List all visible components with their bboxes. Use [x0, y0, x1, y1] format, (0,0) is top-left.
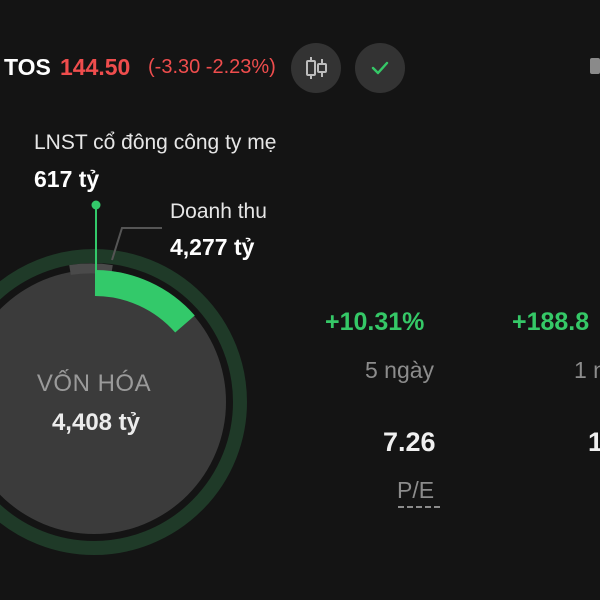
- market-cap-label: VỐN HÓA: [36, 370, 152, 397]
- change-5d-label: 5 ngày: [365, 357, 435, 383]
- check-icon: [371, 61, 389, 75]
- donut-inner-disc: [0, 270, 226, 534]
- pe-value: 7.26: [383, 427, 436, 457]
- market-cap-value: 4,408 tỷ: [51, 409, 141, 436]
- candlestick-chart-button[interactable]: [291, 43, 341, 93]
- overflow-edge-icon: [590, 58, 600, 74]
- stock-header: TOS 144.50 (-3.30 -2.23%): [0, 40, 600, 94]
- pe-underline: [398, 506, 440, 508]
- profit-connector-dot: [91, 200, 101, 210]
- revenue-arc: [69, 263, 113, 275]
- profit-label: LNST cổ đông công ty mẹ: [34, 131, 277, 154]
- candlestick-icon: [306, 57, 327, 79]
- change-1y-value: +188.8: [512, 308, 590, 336]
- ticker-symbol: TOS: [4, 54, 51, 80]
- profit-value: 617 tỷ: [34, 166, 100, 192]
- revenue-connector: [111, 227, 162, 261]
- profit-arc: [94, 270, 195, 333]
- change-1y-label: 1 n: [574, 357, 600, 383]
- pe-label[interactable]: P/E: [397, 477, 435, 503]
- watchlist-check-button[interactable]: [355, 43, 405, 93]
- revenue-value: 4,277 tỷ: [170, 234, 255, 260]
- second-ratio-value: 1: [588, 427, 600, 457]
- donut-outer-ring: [0, 249, 247, 555]
- current-price: 144.50: [60, 54, 131, 80]
- change-5d-value: +10.31%: [325, 308, 425, 336]
- revenue-label: Doanh thu: [170, 200, 267, 223]
- price-change: (-3.30 -2.23%): [148, 56, 276, 78]
